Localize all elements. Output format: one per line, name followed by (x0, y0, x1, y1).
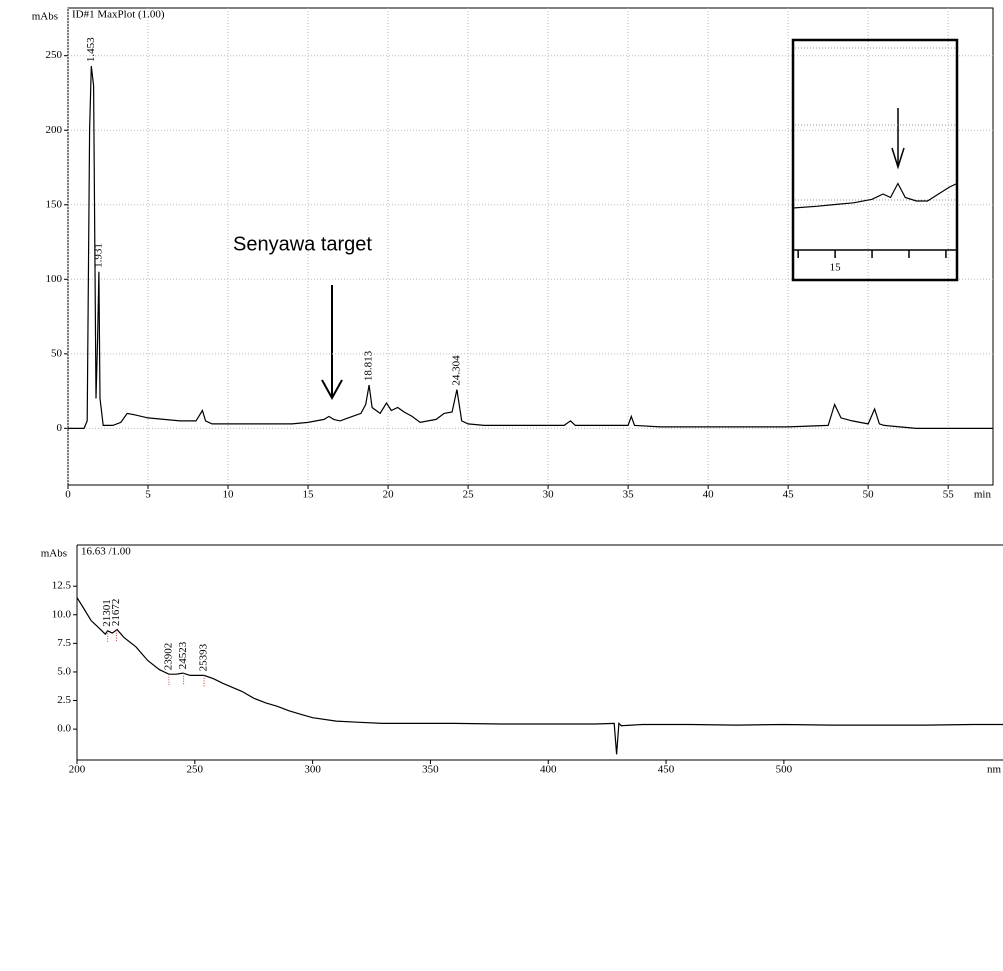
y-tick-label: 0 (57, 422, 63, 434)
x-axis-label: nm (987, 764, 1002, 776)
x-tick-label: 5 (145, 489, 151, 501)
x-tick-label: 10 (223, 489, 235, 501)
y-axis-label: mAbs (41, 548, 67, 560)
x-tick-label: 15 (303, 489, 315, 501)
inset-grid (795, 47, 955, 201)
y-tick-label: 150 (46, 198, 63, 210)
y-tick-label: 7.5 (57, 637, 71, 649)
y-tick-label: 200 (46, 124, 63, 136)
y-tick-label: 250 (46, 49, 63, 61)
x-tick-label: 30 (543, 489, 555, 501)
y-tick-label: 100 (46, 273, 63, 285)
y-tick-label: 2.5 (57, 694, 71, 706)
y-tick-label: 10.0 (52, 608, 72, 620)
y-tick-label: 0.0 (57, 723, 71, 735)
data-line (76, 597, 1003, 755)
annotation: Senyawa target (233, 233, 372, 255)
peak-label: 21672 (110, 599, 122, 627)
x-tick-label: 0 (65, 489, 71, 501)
x-tick-label: 20 (383, 489, 395, 501)
chart-title: ID#1 MaxPlot (1.00) (72, 9, 165, 21)
data-line (792, 182, 958, 209)
x-tick-label: 45 (783, 489, 795, 501)
annotation-arrow (321, 285, 343, 401)
x-tick-label: 350 (422, 764, 439, 776)
peak-label: 25393 (198, 643, 210, 671)
peak-label: 23902 (162, 643, 174, 671)
x-tick-label: 35 (623, 489, 635, 501)
x-tick-label: 25 (463, 489, 475, 501)
peak-label: 18.813 (363, 350, 375, 381)
x-tick-label: 250 (187, 764, 204, 776)
y-tick-label: 12.5 (52, 580, 72, 592)
peak-label: 21301 (101, 599, 113, 627)
x-tick-label: 450 (658, 764, 675, 776)
x-tick-label: 15 (830, 262, 842, 274)
x-tick-label: 50 (863, 489, 875, 501)
x-tick-label: 200 (69, 764, 86, 776)
x-tick-label: 500 (776, 764, 793, 776)
inset-frame (791, 38, 959, 282)
peak-label: 1.453 (85, 37, 97, 62)
x-tick-label: 40 (703, 489, 715, 501)
x-tick-label: 300 (304, 764, 321, 776)
data-line (68, 66, 993, 429)
peak-label: 24.304 (450, 355, 462, 386)
x-tick-label: 400 (540, 764, 557, 776)
inset-arrow (891, 108, 905, 170)
peak-label: 1.931 (92, 243, 104, 268)
y-axis-label: mAbs (32, 11, 58, 23)
y-tick-label: 5.0 (57, 665, 71, 677)
peak-label: 24523 (177, 641, 189, 669)
chart-title: 16.63 /1.00 (81, 546, 131, 558)
plot-frame (67, 7, 994, 486)
y-tick-label: 50 (51, 347, 63, 359)
x-axis-label: min (974, 489, 992, 501)
x-tick-label: 55 (943, 489, 955, 501)
